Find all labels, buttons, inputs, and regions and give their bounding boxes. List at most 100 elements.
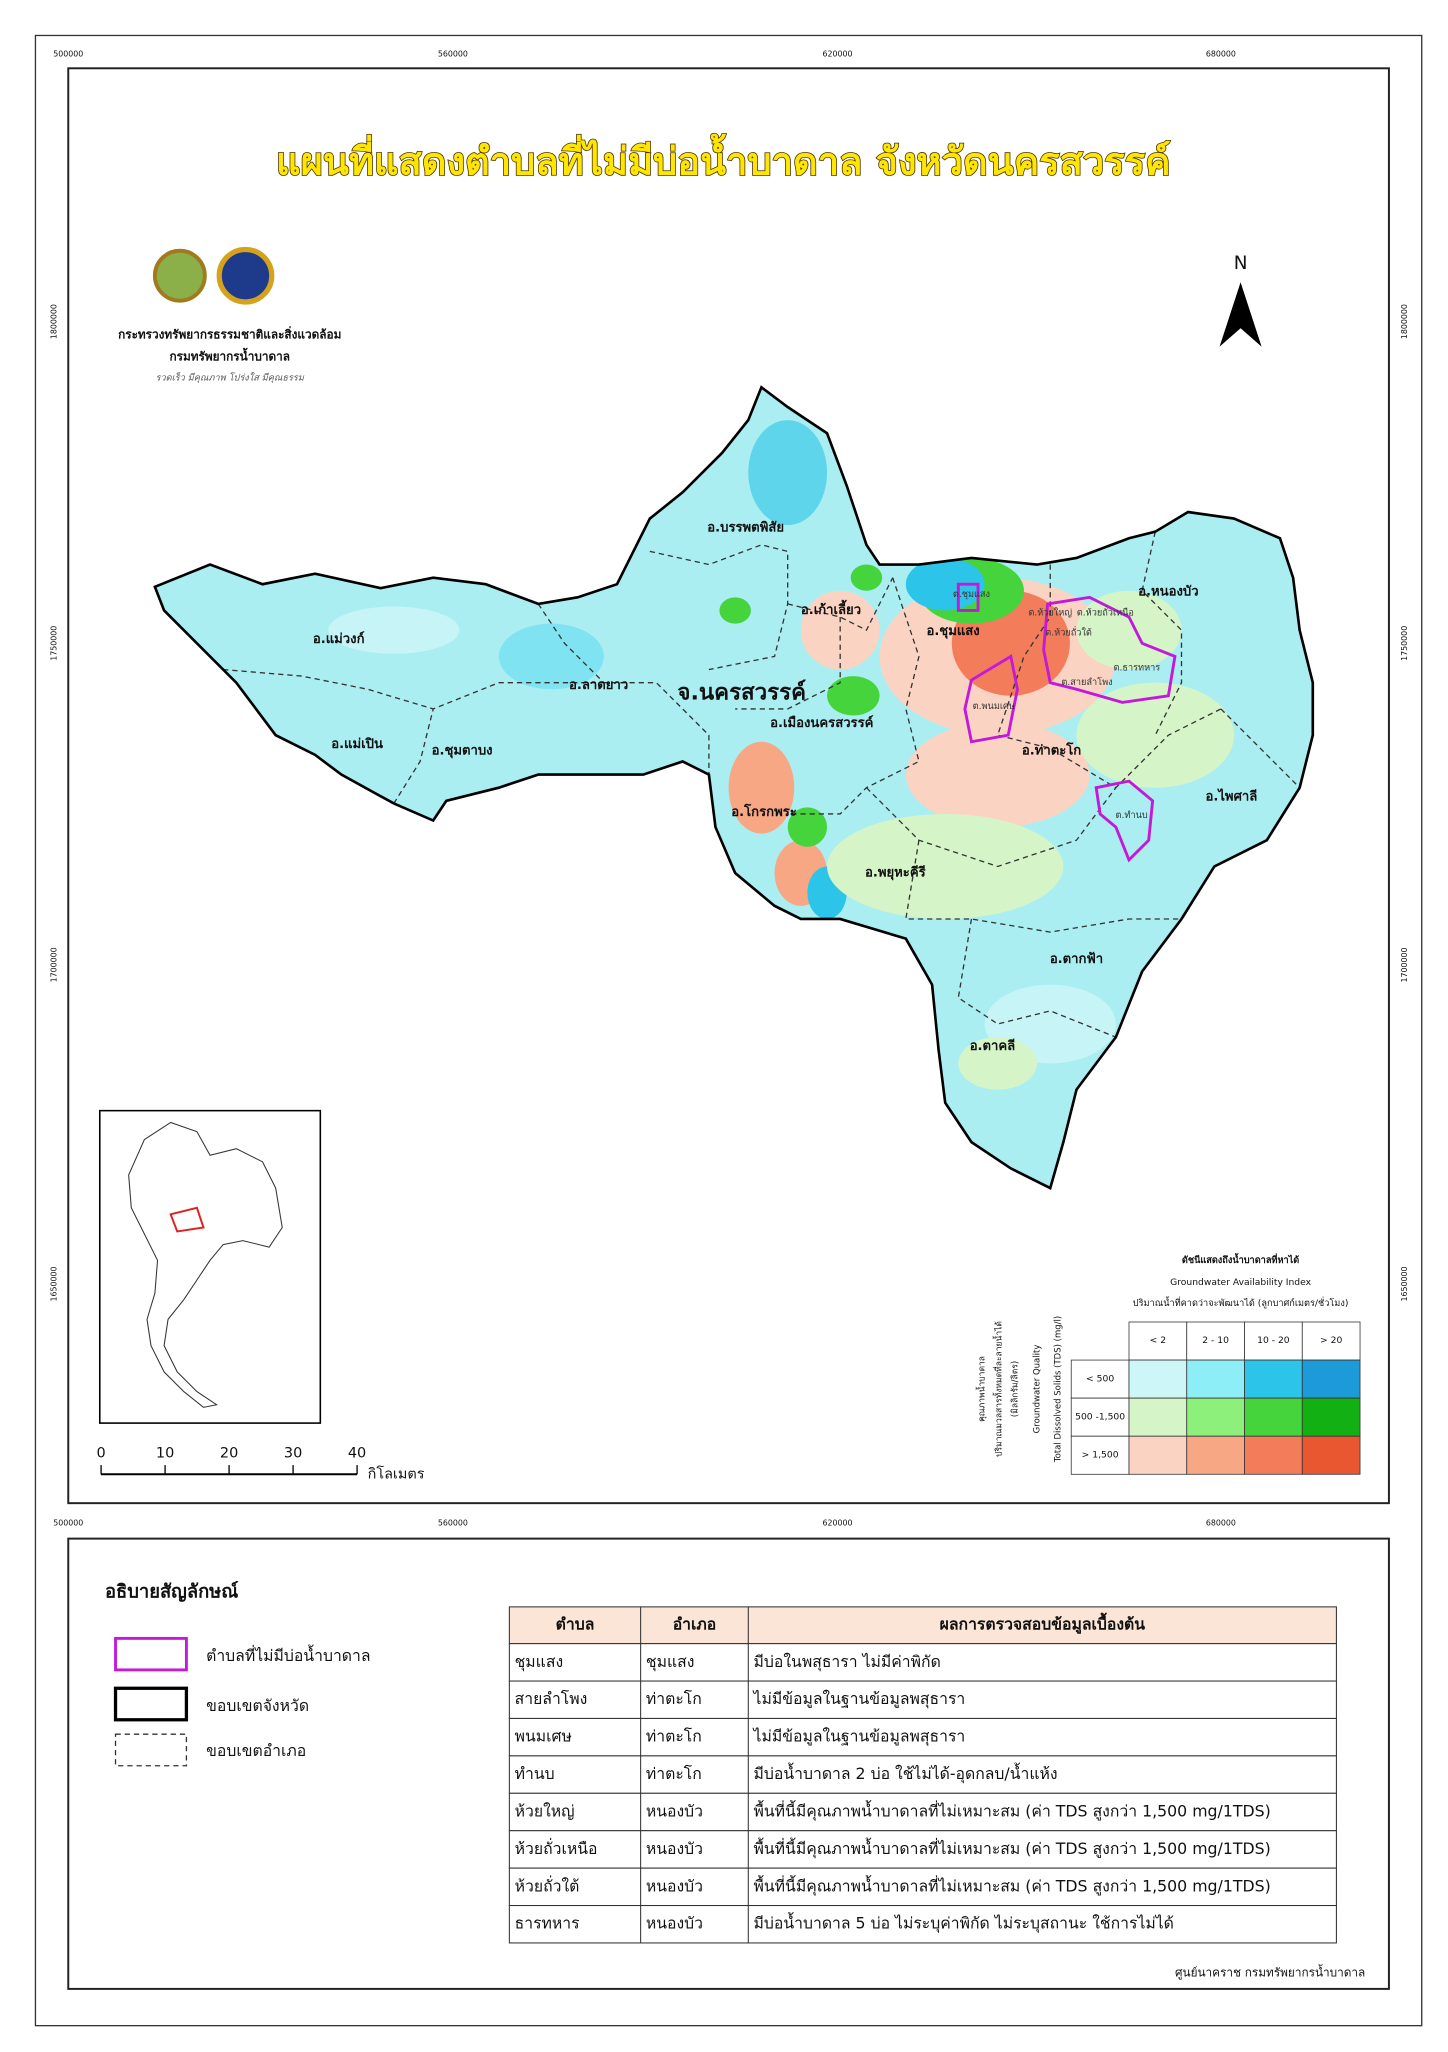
- district-label: อ.แม่เปิน: [331, 737, 383, 752]
- index-swatch: [1128, 1397, 1188, 1437]
- table-cell: ห้วยใหญ่: [515, 1801, 575, 1820]
- index-title: Groundwater Availability Index: [1170, 1277, 1312, 1288]
- grid-x-label: 680000: [1206, 1518, 1236, 1527]
- index-swatch: [1128, 1359, 1188, 1399]
- legend-label: ขอบเขตอำเภอ: [206, 1741, 306, 1760]
- index-row-label: > 1,500: [1082, 1450, 1119, 1461]
- table-cell: ท่าตะโก: [646, 1727, 702, 1746]
- index-column-label: 10 - 20: [1257, 1335, 1290, 1346]
- legend-swatch-district: [114, 1733, 188, 1767]
- legend-label: ตำบลที่ไม่มีบ่อน้ำบาดาล: [206, 1644, 370, 1665]
- subdistrict-label: ต.ห้วยถั่วเหนือ: [1077, 606, 1134, 619]
- district-label: อ.ตาคลี: [970, 1038, 1016, 1054]
- index-vertical-label: คุณภาพน้ำบาดาล: [975, 1356, 987, 1422]
- scale-label: 40: [348, 1445, 366, 1461]
- motto: รวดเร็ว มีคุณภาพ โปร่งใส มีคุณธรรม: [156, 372, 305, 384]
- scale-bar: 0 10 20 30 40กิโลเมตร: [96, 1445, 424, 1482]
- subdistrict-label: ต.ธารทหาร: [1114, 663, 1161, 674]
- district-label: อ.ลาดยาว: [569, 678, 628, 693]
- index-column-label: 2 - 10: [1202, 1335, 1229, 1346]
- grid-labels: 500000 500000 560000 560000 620000 620000 6800…: [49, 49, 1409, 1527]
- table-cell: ไม่มีข้อมูลในฐานข้อมูลพสุธารา: [752, 1727, 966, 1747]
- table-cell: ไม่มีข้อมูลในฐานข้อมูลพสุธารา: [752, 1689, 966, 1709]
- district-label: อ.ชุมแสง: [926, 624, 979, 639]
- legend-swatch-province: [113, 1686, 189, 1722]
- table-cell: ชุมแสง: [515, 1652, 564, 1672]
- table-cell: ท่าตะโก: [646, 1689, 702, 1708]
- grid-y-label: 1700000: [1400, 947, 1409, 982]
- index-swatch: [1186, 1359, 1245, 1399]
- north-label: N: [1234, 253, 1248, 274]
- logos: [152, 246, 275, 305]
- table-header: อำเภอ: [673, 1615, 717, 1634]
- no-well-subdistricts: [956, 582, 1177, 863]
- table-row: [508, 1755, 1337, 1794]
- table-row: [508, 1905, 1337, 1944]
- district-label: อ.แม่วงก์: [313, 631, 365, 647]
- table-cell: มีบ่อในพสุธารา ไม่มีค่าพิกัด: [754, 1652, 941, 1672]
- subdistrict-label: ต.ห้วยถั่วใต้: [1045, 625, 1092, 638]
- index-title: ดัชนีแสดงถึงน้ำบาดาลที่หาได้: [1182, 1252, 1299, 1266]
- table-cell: หนองบัว: [646, 1839, 703, 1858]
- table-cell: ทำนบ: [515, 1764, 555, 1783]
- department: กรมทรัพยากรน้ำบาดาล: [169, 348, 289, 364]
- legend-label: ขอบเขตจังหวัด: [206, 1696, 309, 1715]
- table-cell: ท่าตะโก: [646, 1764, 702, 1783]
- index-vertical-label: (มิลลิกรัม/ลิตร): [1010, 1361, 1020, 1417]
- grid-x-label: 680000: [1206, 49, 1236, 58]
- grid-y-label: 1800000: [1400, 304, 1409, 339]
- district-label: อ.หนองบัว: [1138, 585, 1198, 600]
- table-cell: หนองบัว: [646, 1801, 703, 1820]
- index-row-cell: [1070, 1397, 1130, 1437]
- index-swatch: [1186, 1397, 1245, 1437]
- grid-y-label: 1750000: [49, 626, 58, 661]
- index-vertical-label: Groundwater Quality: [1033, 1345, 1043, 1434]
- subdistrict-label: ต.พนมเศษ: [973, 701, 1015, 712]
- table-row: [508, 1830, 1337, 1869]
- district-label: อ.เก้าเลี้ยว: [801, 599, 861, 618]
- inset-thailand: [128, 1121, 283, 1408]
- index-swatch: [1301, 1435, 1361, 1475]
- ministry: กระทรวงทรัพยากรธรรมชาติและสิ่งแวดล้อม: [118, 325, 341, 341]
- index-swatch: [1244, 1359, 1303, 1399]
- table-header-bg: [508, 1606, 1337, 1645]
- results-table: ตำบล อำเภอ ผลการตรวจสอบข้อมูลเบื้องต้นชุมแ…: [508, 1606, 1337, 1944]
- grid-x-label: 500000: [53, 49, 83, 58]
- scale-label: 30: [284, 1445, 302, 1461]
- grid-y-label: 1750000: [1400, 626, 1409, 661]
- map-title: แผนที่แสดงตำบลที่ไม่มีบ่อน้ำบาดาล จังหวั…: [276, 134, 1171, 184]
- index-row-label: < 500: [1086, 1374, 1114, 1385]
- quality-surface: [328, 420, 1235, 1090]
- index-swatch: [1301, 1397, 1361, 1437]
- table-row: [508, 1717, 1337, 1757]
- scale-label: 0: [96, 1445, 105, 1461]
- table-cell: พื้นที่นี้มีคุณภาพน้ำบาดาลที่ไม่เหมาะสม …: [754, 1799, 1271, 1821]
- district-label: อ.ไพศาลี: [1205, 787, 1257, 804]
- province-label: จ.นครสวรรค์: [677, 679, 806, 706]
- index-subtitle: ปริมาณน้ำที่คาดว่าจะพัฒนาได้ (ลูกบาศก์เม…: [1133, 1295, 1349, 1309]
- grid-y-label: 1700000: [49, 947, 58, 982]
- credit: ศูนย์นาคราช กรมทรัพยากรน้ำบาดาล: [1175, 1964, 1365, 1981]
- table-cell: พื้นที่นี้มีคุณภาพน้ำบาดาลที่ไม่เหมาะสม …: [754, 1837, 1271, 1859]
- table-cell: พนมเศษ: [515, 1727, 572, 1746]
- table-row: [508, 1792, 1337, 1832]
- district-boundaries: [223, 531, 1301, 1038]
- table-cell: ชุมแสง: [646, 1652, 695, 1672]
- index-legend: ดัชนีแสดงถึงน้ำบาดาลที่หาได้ Groundwater …: [975, 1252, 1361, 1475]
- table-cell: สายลำโพง: [515, 1689, 588, 1708]
- table-cell: พื้นที่นี้มีคุณภาพน้ำบาดาลที่ไม่เหมาะสม …: [754, 1874, 1271, 1896]
- subdistrict-label: ต.ทำนบ: [1116, 810, 1148, 821]
- table-row: [508, 1680, 1337, 1719]
- district-label: อ.บรรพตพิสัย: [707, 520, 784, 535]
- index-swatch: [1128, 1435, 1188, 1475]
- district-label: อ.เมืองนครสวรรค์: [770, 715, 873, 731]
- table-row: [508, 1867, 1337, 1907]
- district-label: อ.ท่าตะโก: [1022, 741, 1081, 758]
- index-header-cell: [1244, 1321, 1303, 1361]
- subdistrict-label: ต.สายลำโพง: [1061, 676, 1112, 688]
- grid-x-label: 500000: [53, 1518, 83, 1527]
- index-swatch: [1244, 1435, 1303, 1475]
- scale-unit: กิโลเมตร: [368, 1464, 425, 1482]
- map-labels: จ.นครสวรรค์ อ.บรรพตพิสัยอ.เก้าเลี้ยวอ.แม…: [313, 520, 1257, 1054]
